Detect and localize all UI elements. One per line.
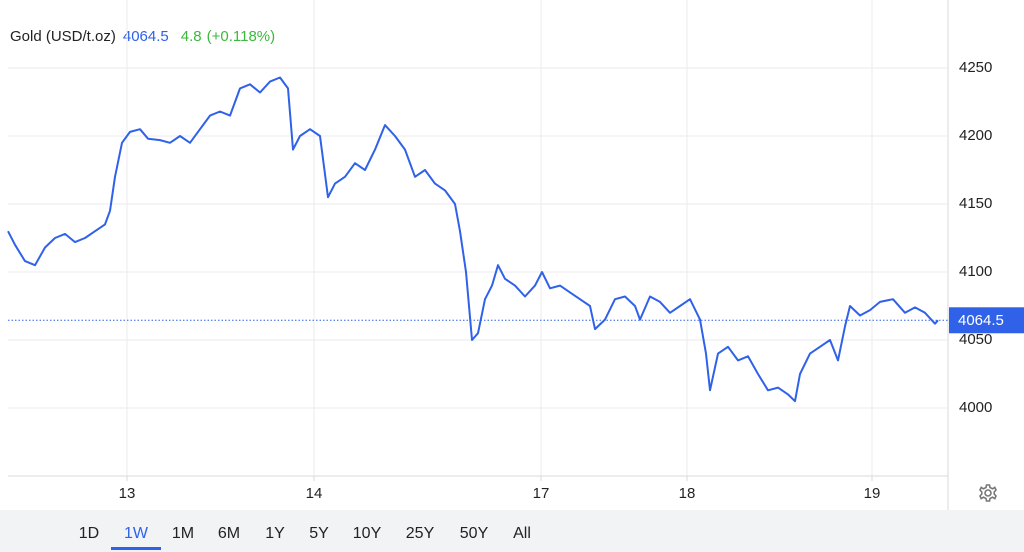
active-underline: [111, 547, 161, 550]
range-button[interactable]: All: [513, 525, 531, 542]
change-percent: (+0.118%): [207, 28, 276, 45]
x-tick-label: 13: [119, 485, 136, 502]
range-bar: [0, 510, 1024, 552]
range-button[interactable]: 1M: [172, 525, 194, 542]
range-button[interactable]: 50Y: [460, 525, 489, 542]
price-tag-label: 4064.5: [958, 312, 1004, 329]
price-line: [7, 76, 939, 403]
range-button[interactable]: 1W: [124, 525, 149, 542]
range-button[interactable]: 6M: [218, 525, 240, 542]
settings-icon[interactable]: [979, 484, 997, 502]
y-tick-label: 4100: [959, 263, 992, 280]
range-button[interactable]: 1Y: [265, 525, 285, 542]
y-tick-label: 4150: [959, 195, 992, 212]
y-tick-label: 4000: [959, 399, 992, 416]
price-tag: [949, 307, 1024, 334]
range-button[interactable]: 10Y: [353, 525, 382, 542]
x-tick-label: 19: [864, 485, 881, 502]
range-button[interactable]: 1D: [79, 525, 99, 542]
change: 4.8: [181, 28, 202, 45]
range-button[interactable]: 5Y: [309, 525, 329, 542]
x-tick-label: 18: [679, 485, 696, 502]
y-tick-label: 4250: [959, 59, 992, 76]
x-tick-label: 14: [306, 485, 323, 502]
range-button[interactable]: 25Y: [406, 525, 435, 542]
y-tick-label: 4200: [959, 127, 992, 144]
price: 4064.5: [123, 28, 169, 45]
chart-title: Gold (USD/t.oz): [10, 28, 116, 45]
x-tick-label: 17: [533, 485, 550, 502]
y-tick-label: 4050: [959, 331, 992, 348]
